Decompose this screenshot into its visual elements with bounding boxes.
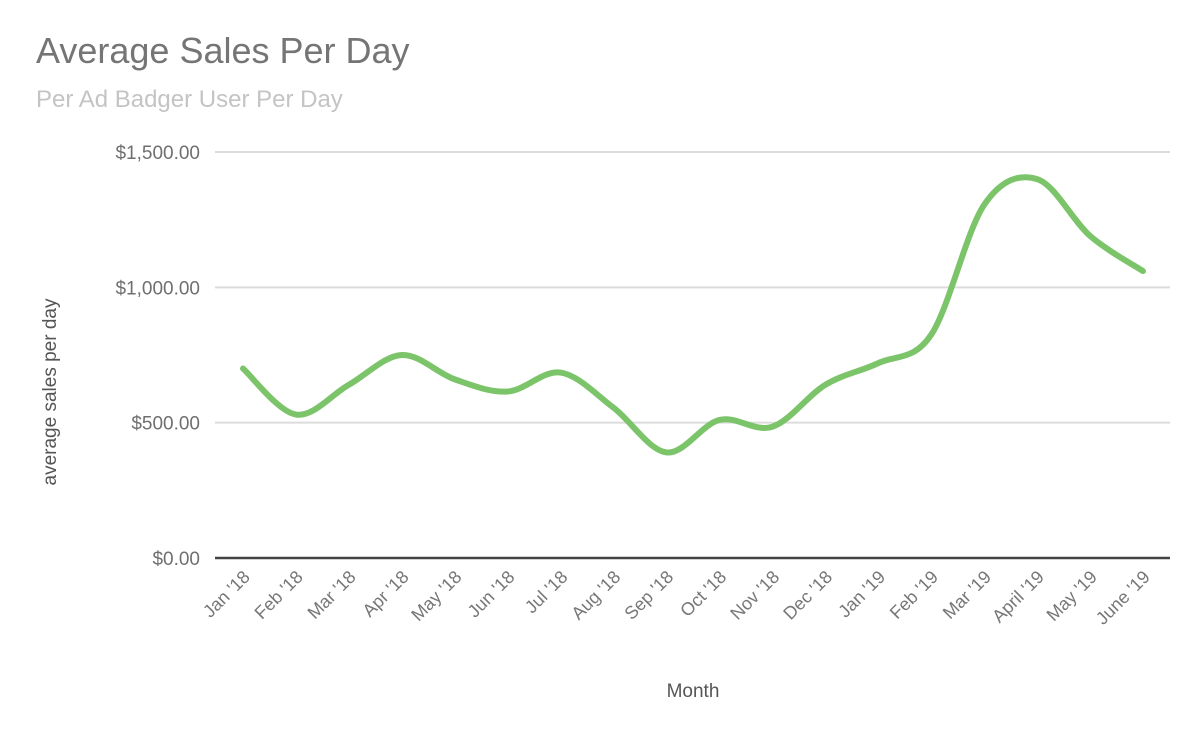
x-tick-label: Mar '18 <box>304 567 360 623</box>
y-tick-label: $1,500.00 <box>115 143 200 164</box>
x-tick-label: Mar '19 <box>939 567 995 623</box>
x-tick-label: May '19 <box>1043 567 1101 625</box>
x-tick-label: Sep '18 <box>620 567 677 624</box>
x-tick-label: Feb '19 <box>886 567 942 623</box>
x-tick-label: Jul '18 <box>521 567 572 618</box>
x-tick-label: Jun '18 <box>464 567 519 622</box>
x-tick-label: Nov '18 <box>726 567 783 624</box>
y-tick-label: $1,000.00 <box>115 278 200 299</box>
chart-subtitle: Per Ad Badger User Per Day <box>36 86 343 113</box>
y-tick-label: $500.00 <box>131 414 200 435</box>
x-tick-label: Dec '18 <box>779 567 836 624</box>
x-tick-label: May '18 <box>407 567 465 625</box>
x-tick-label: Jan '18 <box>199 567 254 622</box>
x-tick-label: June '19 <box>1092 567 1154 629</box>
series-line <box>240 174 1146 456</box>
x-tick-label: Jan '19 <box>834 567 889 622</box>
chart-title: Average Sales Per Day <box>36 30 410 71</box>
y-axis-title: average sales per day <box>40 298 61 485</box>
x-tick-label: Oct '18 <box>676 567 730 621</box>
x-tick-label: April '19 <box>988 567 1048 627</box>
y-tick-label: $0.00 <box>152 549 200 570</box>
x-tick-label: Aug '18 <box>567 567 624 624</box>
x-tick-label: Feb '18 <box>251 567 307 623</box>
x-axis-title: Month <box>667 681 720 702</box>
x-tick-label: Apr '18 <box>359 567 413 621</box>
